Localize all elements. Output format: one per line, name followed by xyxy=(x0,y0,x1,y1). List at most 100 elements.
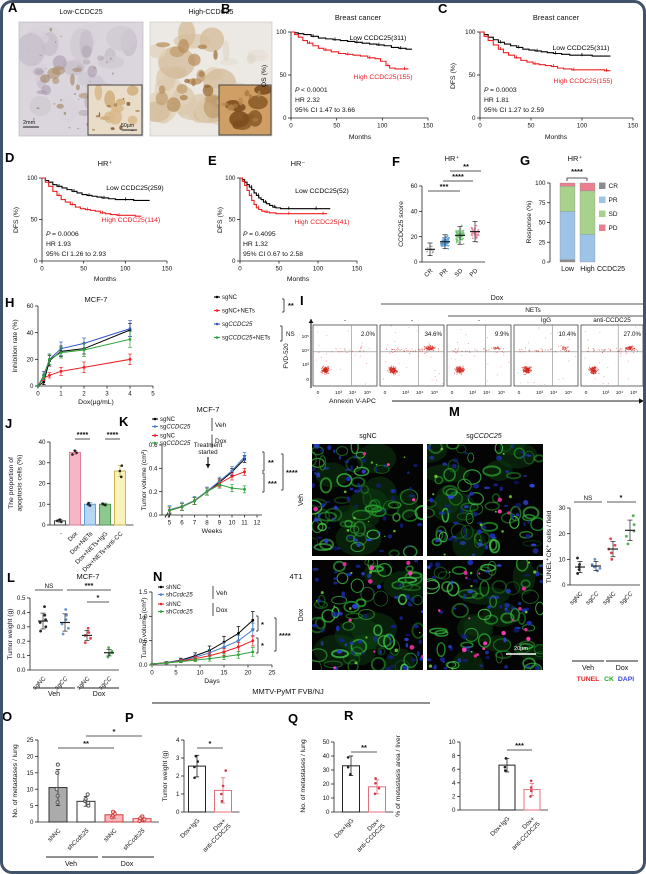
svg-text:20: 20 xyxy=(245,670,252,677)
svg-text:25: 25 xyxy=(269,670,276,677)
svg-text:DAPI: DAPI xyxy=(618,676,634,683)
svg-text:*: * xyxy=(261,620,264,629)
svg-text:100: 100 xyxy=(27,175,38,182)
svg-text:Dox+IgG: Dox+IgG xyxy=(333,817,355,839)
panel-i-chart: Dox NETs FVD-520 10⁵ 10⁴ 10³ 0 - 2.0% 0 10³ 10⁴ 10⁵ -… xyxy=(283,295,644,405)
svg-text:***: *** xyxy=(515,741,524,750)
svg-text:0: 0 xyxy=(542,259,546,266)
svg-text:Low CCDC25(311): Low CCDC25(311) xyxy=(553,45,610,52)
svg-text:0.5: 0.5 xyxy=(139,638,148,645)
svg-text:shCcdc25: shCcdc25 xyxy=(122,827,147,852)
svg-text:5: 5 xyxy=(30,803,34,810)
svg-text:shCcdc25: shCcdc25 xyxy=(66,827,91,852)
svg-text:sgCC: sgCC xyxy=(54,675,70,691)
panel-i-label: I xyxy=(300,293,304,308)
svg-text:15: 15 xyxy=(221,670,228,677)
svg-text:2mm: 2mm xyxy=(23,120,36,126)
svg-text:Months: Months xyxy=(287,276,310,283)
svg-text:= 0.0006: = 0.0006 xyxy=(52,231,79,238)
svg-text:0: 0 xyxy=(326,809,330,816)
panel-d-chart: 0 50 100 DFS (%) HR⁺ 0 50 100 150 Months Low CCDC2… xyxy=(13,159,173,283)
svg-text:40: 40 xyxy=(39,439,46,446)
panel-n-chart: 0.0 0.5 1.0 1.5 Tumor volume (cm³) 4T1 0 5 10 15 2… xyxy=(139,572,430,704)
svg-text:10⁴: 10⁴ xyxy=(483,390,490,396)
panel-q-label: Q xyxy=(288,711,299,726)
svg-text:***: *** xyxy=(268,479,277,488)
panel-a-chart: Low-CCDC25 High-CCDC25 2mm 50µm xyxy=(18,9,273,137)
svg-text:HR 1.93: HR 1.93 xyxy=(46,241,71,248)
svg-text:No. of metastases / lung: No. of metastases / lung xyxy=(300,739,307,813)
svg-text:9.9%: 9.9% xyxy=(495,331,510,338)
svg-text:shNC: shNC xyxy=(47,827,63,843)
svg-text:****: **** xyxy=(279,631,291,640)
svg-text:% of metastasis area / liver: % of metastasis area / liver xyxy=(395,734,402,816)
svg-text:Dox: Dox xyxy=(93,691,106,698)
svg-text:4: 4 xyxy=(452,780,456,787)
svg-text:P: P xyxy=(295,87,300,94)
panel-r-label: R xyxy=(344,708,354,723)
svg-text:50: 50 xyxy=(333,123,340,130)
svg-text:****: **** xyxy=(107,430,119,439)
svg-text:sgCC: sgCC xyxy=(619,590,635,606)
svg-text:apoptosis cells (%): apoptosis cells (%) xyxy=(17,454,24,511)
svg-text:*: * xyxy=(620,493,623,502)
svg-text:HR⁺: HR⁺ xyxy=(445,154,460,163)
panel-m-chart: sgNC sgCCDC25 Veh Dox 20µm TUNEL CK DAPI xyxy=(298,433,634,683)
svg-text:50: 50 xyxy=(280,72,287,79)
svg-text:Veh: Veh xyxy=(582,665,594,672)
svg-text:95% CI 0.67 to 2.58: 95% CI 0.67 to 2.58 xyxy=(243,251,303,258)
svg-text:*: * xyxy=(113,727,116,736)
svg-text:75: 75 xyxy=(539,200,546,207)
svg-text:-: - xyxy=(478,317,480,324)
svg-text:Weeks: Weeks xyxy=(202,528,223,535)
svg-text:34.6%: 34.6% xyxy=(424,331,442,338)
panel-o-label: O xyxy=(2,709,13,724)
svg-text:2.0%: 2.0% xyxy=(361,331,376,338)
svg-text:10⁵: 10⁵ xyxy=(302,334,309,340)
svg-text:6: 6 xyxy=(180,520,184,527)
svg-text:sgNC: sgNC xyxy=(160,434,176,440)
svg-text:**: ** xyxy=(361,743,367,752)
svg-text:DFS (%): DFS (%) xyxy=(450,63,457,89)
svg-text:50: 50 xyxy=(323,739,330,746)
svg-text:****: **** xyxy=(571,167,583,176)
svg-text:**: ** xyxy=(288,301,294,310)
svg-text:started: started xyxy=(198,449,218,456)
svg-text:4T1: 4T1 xyxy=(290,572,303,581)
svg-text:50: 50 xyxy=(528,123,535,130)
svg-text:DFS (%): DFS (%) xyxy=(217,207,224,233)
svg-text:P: P xyxy=(484,87,489,94)
panel-d-label: D xyxy=(5,150,15,165)
panel-b-chart: 0 50 100 OS (%) Breast cancer 0 50 100 150 Months… xyxy=(261,13,434,141)
svg-text:20: 20 xyxy=(27,754,34,761)
svg-text:MCF-7: MCF-7 xyxy=(77,572,100,581)
svg-text:0: 0 xyxy=(317,390,320,396)
svg-text:sgCC: sgCC xyxy=(98,675,114,691)
svg-text:0.2: 0.2 xyxy=(149,489,158,496)
svg-text:Dox: Dox xyxy=(616,665,629,672)
svg-text:30: 30 xyxy=(323,767,330,774)
panel-h-chart: 0 20 40 60 Inhibition rate (%) MCF-7 0 1 2 3 4 5 Dox… xyxy=(12,295,295,406)
svg-text:10⁴: 10⁴ xyxy=(616,390,623,396)
svg-text:0: 0 xyxy=(232,258,236,265)
svg-text:20: 20 xyxy=(323,781,330,788)
svg-text:Veh: Veh xyxy=(65,861,77,868)
panel-e-label: E xyxy=(208,153,217,168)
svg-text:10⁴: 10⁴ xyxy=(416,390,423,396)
svg-text:10³: 10³ xyxy=(335,390,342,396)
svg-text:shCcdc25: shCcdc25 xyxy=(166,593,193,599)
svg-text:0: 0 xyxy=(472,115,476,122)
svg-text:High CCDC25(41): High CCDC25(41) xyxy=(294,219,349,226)
svg-text:HR⁺: HR⁺ xyxy=(98,159,113,168)
svg-text:Veh: Veh xyxy=(298,494,305,506)
svg-text:10⁴: 10⁴ xyxy=(302,348,309,354)
svg-text:8: 8 xyxy=(452,753,456,760)
svg-text:PD: PD xyxy=(609,225,618,232)
svg-text:P: P xyxy=(46,231,51,238)
svg-text:TUNEL⁺CK⁺ cells / field: TUNEL⁺CK⁺ cells / field xyxy=(546,511,553,584)
panel-b-label: B xyxy=(221,1,231,16)
